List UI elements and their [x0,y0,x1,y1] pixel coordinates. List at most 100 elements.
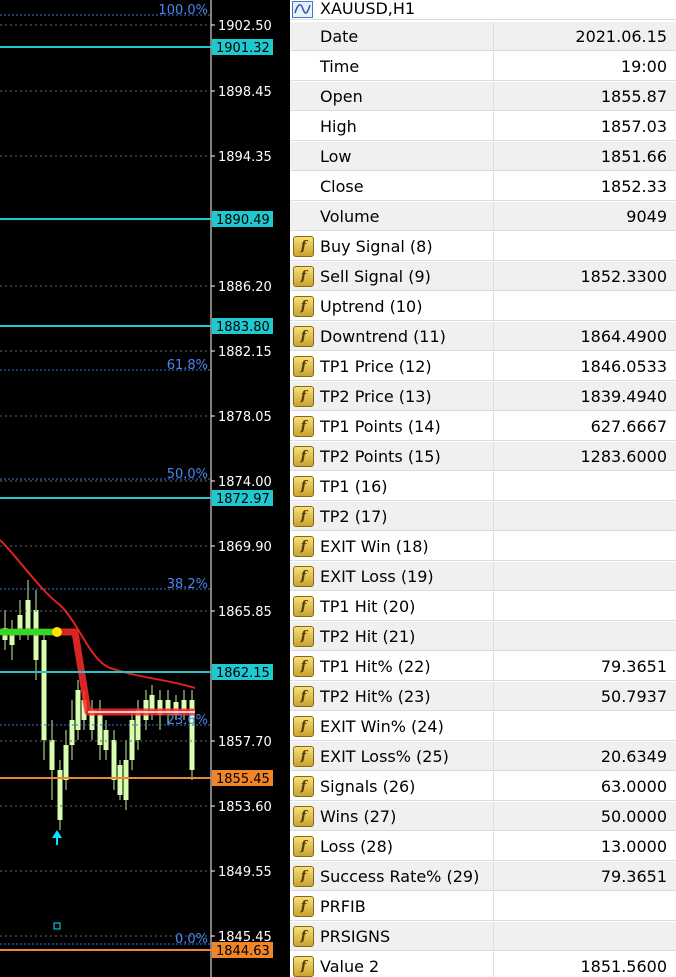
marker [53,922,61,930]
indicator-icon: f [293,806,314,827]
indicator-icon: f [293,416,314,437]
row-value: 1857.03 [494,112,676,141]
price-label: 1902.50 [218,19,272,34]
price-chart: 1902.50 1898.45 1894.35 1886.20 1882.15 1878.… [0,0,290,977]
row-value: 1851.5600 [494,952,676,977]
indicator-icon: f [293,896,314,917]
row-value: 79.3651 [494,652,676,681]
row-label: Signals (26) f [290,772,494,801]
moving-average [0,539,196,689]
row-label: Loss (28) f [290,832,494,861]
indicator-icon: f [293,926,314,947]
level-label: 1890.49 [216,213,270,228]
indicator-icon: f [293,776,314,797]
candle-body [41,640,47,740]
row-value: 13.0000 [494,832,676,861]
fib-label: 50.0% [167,467,208,482]
level-label: 1901.32 [216,41,270,56]
level-box [212,490,273,506]
price-label: 1845.45 [218,930,272,945]
row-value: 63.0000 [494,772,676,801]
row-label: Buy Signal (8) f [290,232,494,261]
row-label: PRSIGNS f [290,922,494,951]
symbol-title: XAUUSD,H1 [320,0,416,18]
price-label: 1865.85 [218,605,272,620]
price-label: 1894.35 [218,150,272,165]
candle-body [75,690,81,730]
row-label: EXIT Win% (24) f [290,712,494,741]
row-label: TP1 Hit (20) f [290,592,494,621]
row-value: 50.7937 [494,682,676,711]
indicator-icon: f [293,386,314,407]
row-value [494,532,676,561]
row-value [494,232,676,261]
price-axis-background [210,0,290,977]
row-label: Volume [290,202,494,231]
candle-body [111,740,117,780]
price-label: 1882.15 [218,345,272,360]
candle-body [181,700,187,710]
price-label: 1857.70 [218,735,272,750]
price-label: 1853.60 [218,800,272,815]
row-label: Sell Signal (9) f [290,262,494,291]
row-label: TP1 (16) f [290,472,494,501]
data-window-title: XAUUSD,H1 [290,0,676,20]
indicator-icon: f [293,656,314,677]
indicator-icon: f [293,326,314,347]
level-label: 1872.97 [216,492,270,507]
candle-body [129,720,135,760]
row-label: TP1 Points (14) f [290,412,494,441]
price-label: 1849.55 [218,865,272,880]
row-value: 1846.0533 [494,352,676,381]
candle-body [69,720,75,745]
candle-body [123,760,129,800]
candle-body [63,745,69,780]
row-value [494,292,676,321]
indicator-icon: f [293,866,314,887]
row-label: Wins (27) f [290,802,494,831]
indicator-icon: f [293,626,314,647]
row-value: 9049 [494,202,676,231]
row-value: 1851.66 [494,142,676,171]
row-label: EXIT Win (18) f [290,532,494,561]
indicator-icon: f [293,716,314,737]
candle-body [81,700,87,720]
price-label: 1886.20 [218,280,272,295]
row-label: TP2 Points (15) f [290,442,494,471]
candle-body [149,695,155,710]
candle-body [57,770,63,820]
row-value [494,502,676,531]
buy-arrow [52,830,62,845]
chart-background [0,0,210,977]
row-value [494,712,676,741]
indicator-icon: f [293,356,314,377]
fib-label: 61.8% [167,358,208,373]
candle-body [89,710,95,730]
row-value [494,562,676,591]
candle-body [117,765,123,795]
row-value [494,622,676,651]
indicator-icon: f [293,836,314,857]
row-value: 1852.3300 [494,262,676,291]
row-value: 1855.87 [494,82,676,111]
price-label: 1869.90 [218,540,272,555]
candle-body [9,635,15,645]
level-label: 1883.80 [216,320,270,335]
row-value: 627.6667 [494,412,676,441]
row-value: 1852.33 [494,172,676,201]
row-label: TP2 Hit (21) f [290,622,494,651]
price-label: 1898.45 [218,85,272,100]
level-label: 1862.15 [216,666,270,681]
indicator-icon: f [293,566,314,587]
row-label: TP2 (17) f [290,502,494,531]
level-box [212,211,273,227]
row-label: TP2 Price (13) f [290,382,494,411]
row-value [494,892,676,921]
indicator-icon: f [293,266,314,287]
row-label: Open [290,82,494,111]
candle-body [17,615,23,630]
row-value: 19:00 [494,52,676,81]
